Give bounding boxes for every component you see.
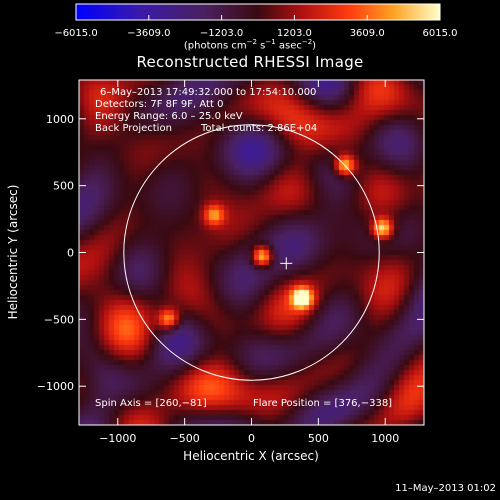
- footer-timestamp: 11–May–2013 01:02: [395, 483, 496, 494]
- colorbar-tick-label: −1203.0: [200, 28, 243, 39]
- annotation-flare-position: Flare Position = [376,−338]: [253, 398, 393, 409]
- annotation-method: Back Projection: [95, 123, 172, 134]
- y-tick-label: 500: [53, 180, 74, 193]
- colorbar-gradient: [75, 3, 441, 21]
- annotation-total-counts: Total counts: 2.86E+04: [201, 123, 318, 134]
- colorbar-tick-label: −3609.0: [127, 28, 170, 39]
- x-axis-label: Heliocentric X (arcsec): [183, 449, 319, 463]
- y-tick-label: −1000: [37, 380, 74, 393]
- colorbar-ticks: −6015.0 −3609.0 −1203.0 1203.0 3609.0 6015.0: [54, 15, 458, 39]
- x-tick-label: −1000: [99, 432, 136, 445]
- colorbar-tick-label: −6015.0: [54, 28, 97, 39]
- y-tick-label: 0: [67, 247, 74, 260]
- annotation-energy-range: Energy Range: 6.0 – 25.0 keV: [95, 111, 243, 122]
- colorbar-tick-label: 6015.0: [423, 28, 458, 39]
- colorbar-units-label: (photons cm−2 s−1 asec−2): [183, 38, 317, 52]
- x-tick-label: 0: [248, 432, 255, 445]
- chart-title: Reconstructed RHESSI Image: [136, 53, 364, 71]
- annotation-time-range: 6–May–2013 17:49:32.000 to 17:54:10.000: [100, 87, 317, 98]
- annotation-spin-axis: Spin Axis = [260,−81]: [95, 398, 207, 409]
- y-tick-label: −500: [44, 313, 74, 326]
- annotation-detectors: Detectors: 7F 8F 9F, Att 0: [95, 99, 224, 110]
- colorbar: −6015.0 −3609.0 −1203.0 1203.0 3609.0 6015.0: [54, 3, 458, 39]
- x-tick-label: 500: [308, 432, 329, 445]
- colorbar-tick-label: 1203.0: [277, 28, 312, 39]
- y-axis-label: Heliocentric Y (arcsec): [6, 185, 20, 320]
- x-tick-label: 1000: [371, 432, 399, 445]
- x-tick-label: −500: [170, 432, 200, 445]
- y-tick-label: 1000: [46, 113, 74, 126]
- colorbar-tick-label: 3609.0: [350, 28, 385, 39]
